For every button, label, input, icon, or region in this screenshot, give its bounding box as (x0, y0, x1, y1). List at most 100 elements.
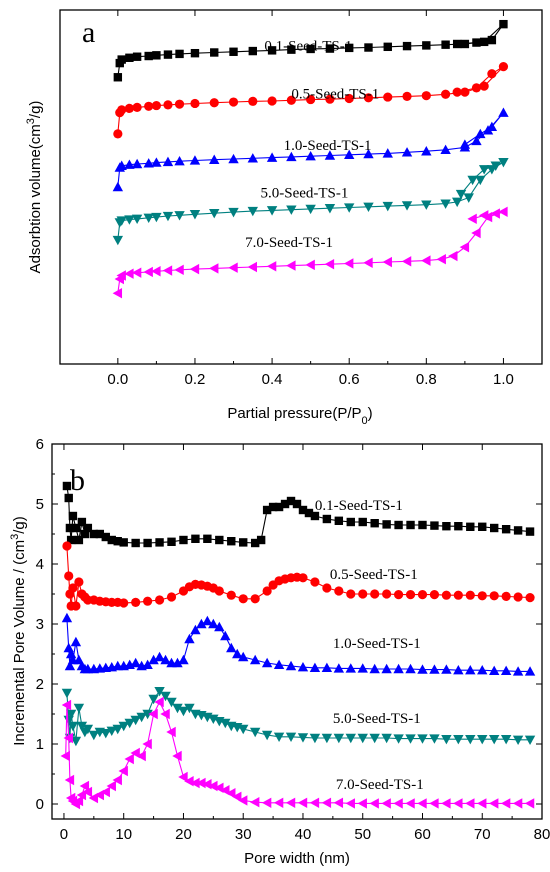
data-point (501, 525, 511, 534)
data-point (79, 780, 90, 792)
series-label-a-0-1-seed-ts-1: 0.1-Seed-TS-1 (264, 39, 352, 55)
panel-b-ticks: 0 10 20 30 40 50 60 70 80 0 1 2 3 4 5 6 (36, 436, 550, 843)
panel-b-y-tick-label: 6 (36, 436, 44, 453)
data-point (210, 48, 219, 57)
panel-b-x-tick-label: 80 (534, 826, 550, 843)
data-point (189, 263, 200, 275)
data-point (498, 107, 509, 117)
data-point (463, 193, 474, 203)
data-point (143, 213, 154, 223)
data-point (60, 750, 70, 762)
data-point (455, 189, 467, 200)
data-point (202, 779, 212, 790)
panel-a-series: 0.1-Seed-TS-1 0.5-Seed-TS-1 1.0-Seed-TS-1 5… (112, 19, 509, 299)
data-point (441, 735, 452, 745)
data-point (266, 206, 278, 216)
data-point (142, 709, 153, 720)
data-point (64, 571, 74, 581)
data-point (262, 586, 272, 596)
data-point (202, 615, 213, 626)
data-point (189, 210, 201, 220)
panel-a-x-tick-label: 0.8 (416, 371, 437, 388)
data-point (357, 733, 368, 744)
data-point (179, 535, 188, 545)
data-point (345, 798, 355, 809)
data-point (297, 662, 309, 672)
data-point (136, 750, 146, 762)
data-point (172, 657, 183, 668)
data-point (524, 666, 536, 676)
data-point (208, 780, 218, 792)
data-point (248, 96, 258, 106)
data-point (142, 738, 152, 750)
data-point (500, 735, 512, 745)
data-point (466, 522, 475, 531)
data-point (162, 265, 173, 276)
data-point (89, 529, 99, 539)
data-point (143, 596, 153, 606)
panel-a-xlabel: Partial pressure (227, 405, 332, 422)
data-point (151, 100, 161, 111)
data-point (208, 714, 219, 724)
panel-a-x-tick-label: 1.0 (493, 371, 514, 388)
data-point (196, 618, 207, 629)
data-point (61, 699, 72, 711)
data-point (117, 105, 127, 115)
data-point (113, 129, 123, 139)
data-point (190, 777, 200, 789)
data-point (154, 696, 164, 708)
data-point (405, 798, 415, 809)
data-point (160, 691, 171, 702)
panel-a-x-tick-label: 0.0 (107, 371, 128, 388)
data-point (490, 161, 501, 171)
data-point (306, 94, 316, 105)
series-label-a-5-0-seed-ts-1: 5.0-Seed-TS-1 (261, 186, 349, 202)
data-point (363, 257, 373, 268)
data-point (417, 734, 428, 744)
panel-a-x-tick-label: 0.2 (185, 371, 206, 388)
data-point (209, 154, 220, 164)
panel-a-ylabel: Adsorbtion volume(cm (27, 124, 44, 273)
data-point (477, 665, 488, 675)
data-point (345, 663, 356, 673)
series-b-5-0-seed-ts-1: 5.0-Seed-TS-1 (61, 687, 536, 747)
data-point (184, 633, 195, 644)
data-point (479, 81, 489, 91)
data-point (421, 91, 431, 101)
data-point (62, 541, 72, 551)
series-label-b-7-0-seed-ts-1: 7.0-Seed-TS-1 (336, 777, 424, 793)
data-point (64, 493, 73, 503)
data-point (460, 39, 470, 49)
data-point (151, 266, 161, 277)
data-point (142, 659, 153, 669)
data-point (238, 724, 249, 735)
data-point (238, 594, 248, 604)
data-point (131, 538, 140, 548)
data-point (346, 589, 356, 599)
data-point (112, 724, 123, 735)
data-point (112, 181, 124, 192)
data-point (465, 798, 475, 809)
data-point (513, 526, 523, 535)
series-b-7-0-seed-ts-1: 7.0-Seed-TS-1 (60, 696, 535, 810)
data-point (488, 735, 500, 745)
data-point (162, 211, 174, 222)
panel-b-x-tick-label: 10 (115, 826, 132, 843)
data-point (232, 648, 243, 659)
data-point (116, 270, 126, 281)
data-point (154, 687, 165, 697)
data-point (66, 535, 76, 545)
data-point (77, 517, 87, 527)
panel-b-frame (51, 443, 543, 820)
data-point (247, 261, 257, 273)
data-point (226, 788, 236, 799)
data-point (333, 663, 345, 673)
data-point (467, 213, 477, 225)
data-point (298, 505, 308, 515)
data-point (131, 597, 141, 608)
data-point (166, 726, 176, 738)
panel-a-ylabel-close: /g) (27, 101, 44, 119)
data-point (71, 523, 81, 533)
data-point (512, 735, 524, 745)
data-point (448, 250, 458, 262)
